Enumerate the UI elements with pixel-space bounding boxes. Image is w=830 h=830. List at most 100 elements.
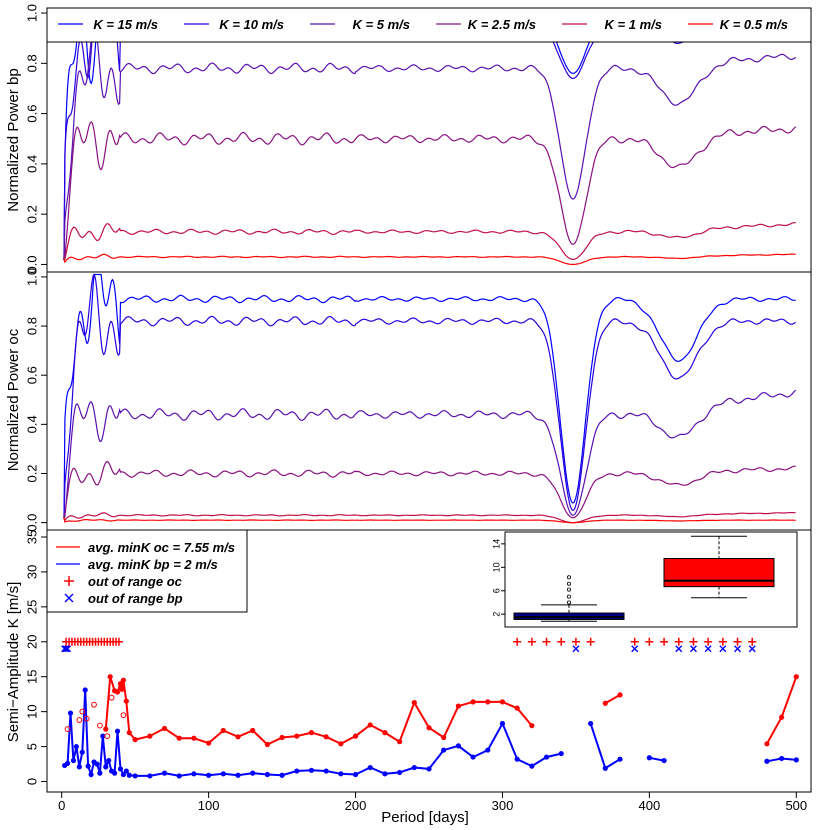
out-of-range-oc-marker bbox=[571, 637, 580, 646]
box-outlier bbox=[567, 581, 572, 586]
out-of-range-oc-marker bbox=[557, 637, 566, 646]
y-tick-label: 0.8 bbox=[24, 317, 39, 335]
y-tick-label: 0.2 bbox=[24, 205, 39, 223]
out-of-range-oc-marker bbox=[586, 637, 595, 646]
bp-min-k-line-point bbox=[294, 768, 300, 774]
out-of-range-oc-marker bbox=[674, 637, 683, 646]
oc-min-k-line-point bbox=[235, 734, 241, 740]
oc-min-k-line-point bbox=[279, 734, 285, 741]
panel-k-frame bbox=[46, 529, 812, 793]
oc-min-k-line-point bbox=[499, 699, 506, 705]
out-of-range-oc-marker bbox=[704, 637, 713, 646]
out-of-range-bp-marker bbox=[631, 645, 639, 653]
panel-k-x-axis: 0 100 200 300 400 500 bbox=[58, 792, 807, 813]
out-of-range-oc-marker bbox=[527, 637, 536, 646]
oc-min-k-line-point bbox=[426, 725, 432, 731]
panel-semi-amplitude: 0 5 10 15 20 25 30 35 0 100 200 300 400 500 Semi−Amp… bbox=[5, 529, 812, 826]
out-of-range-bp-marker bbox=[675, 645, 683, 653]
bp-min-k-line-point bbox=[411, 764, 417, 771]
legend-label: out of range bp bbox=[88, 591, 183, 606]
y-tick-label: 0.0 bbox=[24, 255, 39, 273]
oc-min-k-line-point bbox=[206, 740, 212, 746]
oc-min-k-line bbox=[104, 676, 533, 746]
oc-min-k-line-point bbox=[352, 733, 359, 739]
series-line bbox=[63, 21, 797, 260]
y-tick-label: 0.2 bbox=[24, 464, 39, 482]
k-legend-box bbox=[46, 7, 812, 43]
bp-min-k-line-point bbox=[279, 772, 285, 778]
bp-min-k-line-point bbox=[779, 755, 785, 762]
min-k-legend: avg. minK oc = 7.55 m/s avg. minK bp = 2 … bbox=[46, 529, 248, 613]
bp-min-k-line-point bbox=[441, 747, 447, 753]
out-of-range-bp-marker bbox=[61, 645, 69, 653]
bp-min-k-line-point bbox=[646, 755, 652, 761]
y-tick-label: 0.0 bbox=[24, 514, 39, 532]
out-of-range-bp-marker bbox=[719, 645, 727, 653]
out-of-range-bp-marker bbox=[62, 645, 70, 653]
bp-min-k-line-point bbox=[67, 710, 74, 716]
bp-min-k-line-point bbox=[64, 760, 71, 766]
bp-min-k-line-point bbox=[367, 764, 373, 771]
oc-open-point bbox=[108, 694, 115, 701]
oc-open-point bbox=[76, 717, 83, 723]
panel-oc-y-axis: 0.0 0.2 0.4 0.6 0.8 1.0 bbox=[24, 268, 47, 532]
bp-min-k-line-point bbox=[352, 771, 359, 778]
oc-min-k-line-point bbox=[411, 699, 417, 706]
bp-min-k-line-point bbox=[132, 773, 138, 779]
bp-min-k-line-point bbox=[588, 720, 594, 727]
out-of-range-bp-marker bbox=[689, 645, 697, 653]
oc-min-k-line-point bbox=[764, 741, 770, 747]
oc-min-k-line-point bbox=[308, 730, 315, 736]
oc-min-k-line-point bbox=[119, 686, 125, 692]
legend-label: avg. minK oc = 7.55 m/s bbox=[88, 540, 235, 555]
y-tick-label: 20 bbox=[24, 635, 39, 649]
panel-power-oc: 0.0 0.2 0.4 0.6 0.8 1.0 Normalized Power oc bbox=[5, 268, 812, 532]
x-tick-label: 500 bbox=[785, 798, 807, 813]
bp-min-k-line-point bbox=[558, 750, 564, 757]
panel-oc-frame bbox=[46, 271, 812, 531]
bp-min-k-line-point bbox=[220, 771, 226, 777]
oc-open-point bbox=[83, 715, 90, 722]
y-tick-label: 15 bbox=[24, 669, 39, 683]
legend-label: K = 0.5 m/s bbox=[720, 17, 788, 32]
out-of-range-bp-marker bbox=[64, 645, 72, 653]
oc-min-k-line-point bbox=[132, 737, 138, 743]
series-line bbox=[63, 273, 797, 519]
bp-min-k-line-point bbox=[85, 763, 91, 769]
panel-bp-y-axis: 0.0 0.2 0.4 0.6 0.8 1.0 bbox=[24, 4, 47, 273]
series-line bbox=[63, 253, 796, 266]
legend-label: K = 2.5 m/s bbox=[468, 17, 536, 32]
bp-min-k-line-point bbox=[114, 728, 121, 734]
bp-min-k-line-point bbox=[235, 772, 241, 778]
oc-open-point bbox=[91, 701, 97, 708]
oc-min-k-line-point bbox=[294, 733, 300, 739]
oc-min-k-line-point bbox=[191, 735, 197, 741]
oc-min-k-line-point bbox=[793, 674, 799, 680]
y-tick-label: 0.6 bbox=[24, 366, 39, 384]
bp-min-k-line-point bbox=[470, 754, 476, 760]
box-outlier bbox=[567, 600, 572, 605]
bp-min-k-line-point bbox=[529, 763, 535, 769]
oc-min-k-line-point bbox=[382, 730, 388, 736]
bp-min-k-line-point bbox=[661, 757, 667, 764]
out-of-range-oc-marker bbox=[630, 637, 639, 646]
bp-min-k-line-point bbox=[602, 765, 608, 771]
bp-min-k-line-point bbox=[106, 757, 112, 764]
y-tick-label: 0 bbox=[24, 778, 39, 785]
bp-min-k-line-point bbox=[88, 771, 94, 778]
x-tick-label: 100 bbox=[198, 798, 220, 813]
oc-min-k-line-point bbox=[126, 730, 132, 736]
out-of-range-bp-marker bbox=[748, 645, 756, 653]
out-of-range-oc-marker bbox=[542, 637, 551, 646]
panel-oc-y-label: Normalized Power oc bbox=[5, 328, 22, 471]
legend-label: out of range oc bbox=[88, 574, 183, 589]
inset-y-tick-label: 14 bbox=[491, 539, 501, 549]
bp-min-k-line-point bbox=[323, 768, 329, 774]
bp-min-k-line-point bbox=[111, 770, 118, 776]
oc-min-k-line-point bbox=[470, 699, 476, 705]
bp-min-k-line-point bbox=[250, 770, 256, 776]
out-of-range-oc-marker bbox=[114, 637, 123, 646]
oc-min-k-line bbox=[766, 676, 798, 745]
out-of-range-bp-marker bbox=[734, 645, 742, 653]
